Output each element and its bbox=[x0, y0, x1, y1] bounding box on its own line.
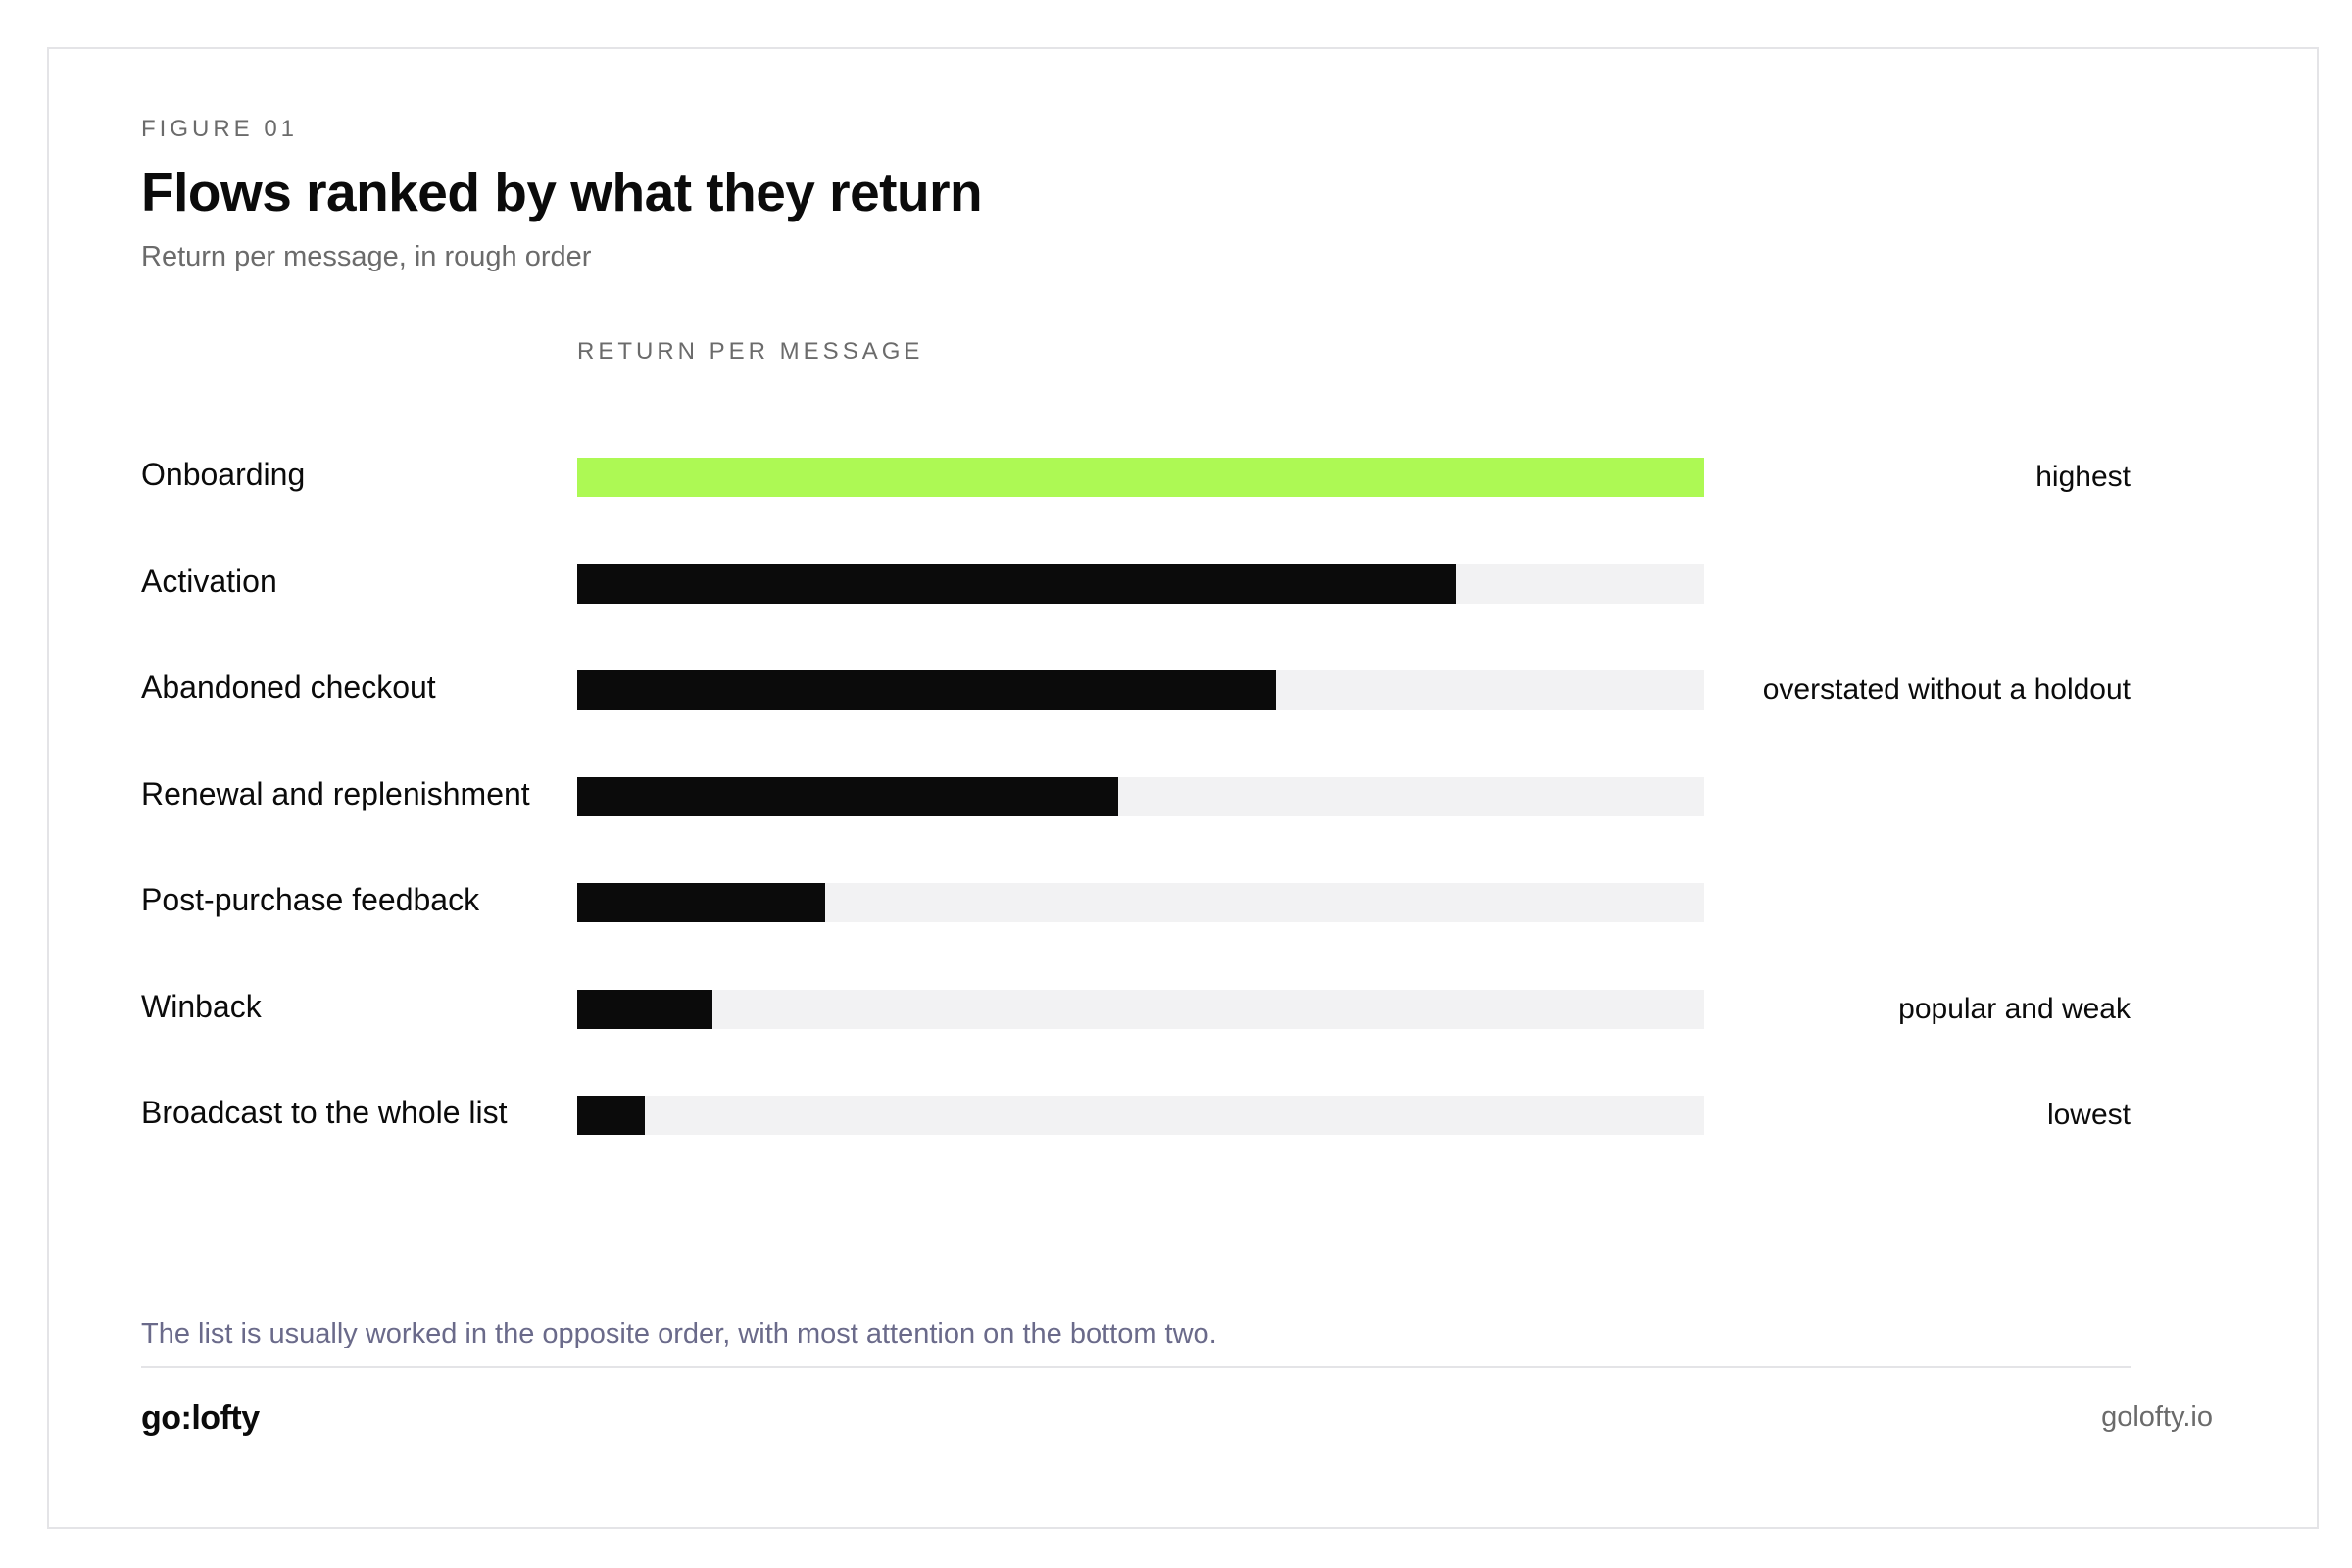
category-label: Broadcast to the whole list bbox=[141, 1095, 508, 1130]
bar bbox=[577, 989, 712, 1029]
footnote: The list is usually worked in the opposi… bbox=[141, 1318, 1217, 1349]
bar-annotation: popular and weak bbox=[1898, 992, 2131, 1025]
bar-row: Post-purchase feedback bbox=[141, 880, 2131, 939]
bar-track bbox=[577, 670, 1704, 710]
x-axis-label: RETURN PER MESSAGE bbox=[577, 338, 924, 365]
bar-track bbox=[577, 883, 1704, 922]
brand-logo: go:lofty bbox=[141, 1399, 260, 1437]
site-link[interactable]: golofty.io bbox=[2101, 1401, 2213, 1433]
chart-title: Flows ranked by what they return bbox=[141, 162, 983, 222]
bar-row: Abandoned checkout overstated without a h… bbox=[141, 667, 2131, 726]
bar-track bbox=[577, 776, 1704, 816]
bar-track bbox=[577, 989, 1704, 1029]
bar-track bbox=[577, 564, 1704, 604]
category-label: Abandoned checkout bbox=[141, 669, 436, 705]
bar bbox=[577, 883, 825, 922]
category-label: Onboarding bbox=[141, 457, 306, 492]
bar bbox=[577, 564, 1456, 604]
category-label: Winback bbox=[141, 988, 262, 1024]
bar-track bbox=[577, 458, 1704, 497]
category-label: Renewal and replenishment bbox=[141, 775, 530, 811]
chart-subtitle: Return per message, in rough order bbox=[141, 241, 592, 272]
bar-row: Renewal and replenishment bbox=[141, 774, 2131, 833]
bar-row: Onboarding highest bbox=[141, 455, 2131, 514]
bar-annotation: overstated without a holdout bbox=[1762, 673, 2131, 706]
bar-row: Activation bbox=[141, 562, 2131, 620]
footer-divider bbox=[141, 1366, 2131, 1368]
category-label: Activation bbox=[141, 563, 277, 599]
figure-eyebrow: FIGURE 01 bbox=[141, 116, 299, 142]
bar-row: Winback popular and weak bbox=[141, 987, 2131, 1046]
bar bbox=[577, 776, 1118, 816]
bar bbox=[577, 670, 1276, 710]
category-label: Post-purchase feedback bbox=[141, 882, 480, 917]
bar bbox=[577, 458, 1704, 497]
bar-annotation: highest bbox=[2035, 461, 2131, 493]
bar-track bbox=[577, 1096, 1704, 1135]
bar-annotation: lowest bbox=[2046, 1099, 2131, 1131]
bar bbox=[577, 1096, 645, 1135]
bar-row: Broadcast to the whole list lowest bbox=[141, 1093, 2131, 1152]
